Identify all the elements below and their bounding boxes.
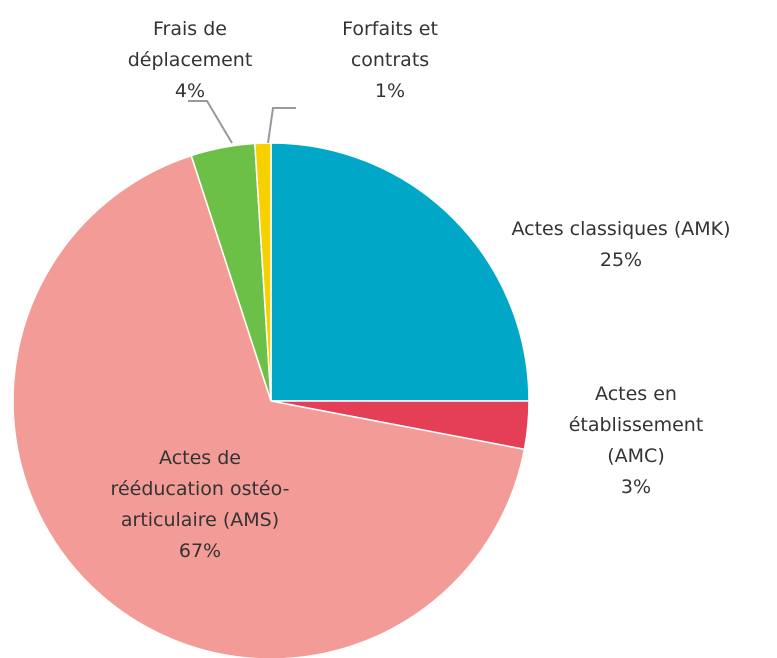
slice-label: Actes classiques (AMK) 25% bbox=[491, 214, 751, 276]
pie-slice bbox=[12, 154, 526, 658]
leader-line bbox=[188, 100, 233, 144]
slice-label: Forfaits et contrats 1% bbox=[330, 14, 450, 107]
value-label: 1% bbox=[374, 80, 406, 102]
value-label: 67% bbox=[178, 540, 222, 562]
value-label: 3% bbox=[620, 476, 652, 498]
category-name: Forfaits et contrats bbox=[342, 18, 438, 71]
value-label: 25% bbox=[599, 249, 643, 271]
slice-label: Actes de rééducation ostéo-articulaire (… bbox=[105, 443, 295, 567]
leader-line bbox=[267, 107, 296, 144]
category-name: Actes en établissement (AMC) bbox=[568, 383, 704, 467]
slice-label: Frais de déplacement 4% bbox=[120, 14, 260, 107]
slice-label: Actes en établissement (AMC) 3% bbox=[551, 379, 721, 503]
category-name: Actes classiques (AMK) bbox=[511, 218, 731, 240]
pie-slice bbox=[270, 142, 530, 402]
value-label: 4% bbox=[174, 80, 206, 102]
slices bbox=[12, 142, 530, 658]
category-name: Frais de déplacement bbox=[127, 18, 253, 71]
category-name: Actes de rééducation ostéo-articulaire (… bbox=[110, 447, 290, 531]
pie-slice bbox=[254, 142, 272, 402]
